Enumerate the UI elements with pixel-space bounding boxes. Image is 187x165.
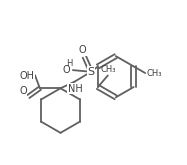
Text: S: S <box>88 67 95 77</box>
Text: O: O <box>79 45 87 55</box>
Text: OH: OH <box>19 71 34 81</box>
Text: O: O <box>19 86 27 96</box>
Text: O: O <box>63 65 70 75</box>
Text: CH₃: CH₃ <box>147 68 162 78</box>
Text: NH: NH <box>68 84 83 94</box>
Text: H: H <box>66 59 72 68</box>
Text: CH₃: CH₃ <box>100 65 116 74</box>
